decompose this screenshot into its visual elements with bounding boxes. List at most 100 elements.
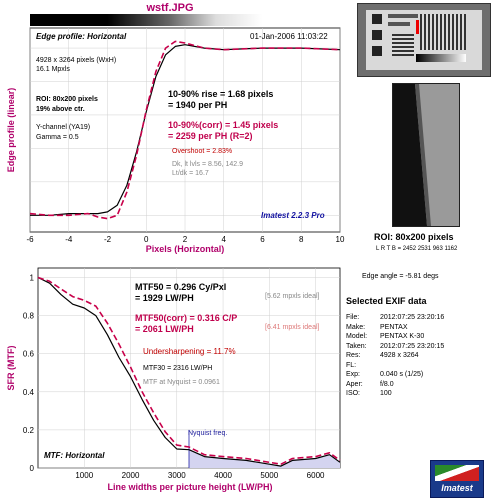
exif-value: 0.040 s (1/25) bbox=[380, 371, 424, 378]
test-chart-thumbnail bbox=[357, 3, 491, 77]
mtf-ytick-label: 0.6 bbox=[23, 350, 35, 359]
mtf-ytick-label: 0 bbox=[30, 464, 35, 473]
levels-line: Lt/dk = 16.7 bbox=[172, 170, 209, 177]
edge-xtick-label: 6 bbox=[260, 235, 265, 244]
roi-line: ROI: 80x200 pixels bbox=[36, 96, 98, 103]
roi-coords: L R T B = 2452 2531 963 1162 bbox=[376, 246, 458, 252]
mtf50-line: MTF50 = 0.296 Cy/Pxl bbox=[135, 282, 227, 292]
logo-emblem bbox=[435, 465, 479, 481]
mtf-xtick-label: 4000 bbox=[214, 471, 232, 480]
image-filename-title: wstf.JPG bbox=[146, 2, 194, 14]
mtf50corr-line: = 2061 LW/PH bbox=[135, 324, 194, 334]
exif-row: Make: PENTAX bbox=[346, 323, 496, 333]
exif-key: File: bbox=[346, 314, 360, 321]
exif-value: f/8.0 bbox=[380, 380, 394, 388]
exif-value: 100 bbox=[380, 390, 392, 397]
mtf50corr-ideal: [6.41 mpxls ideal] bbox=[265, 324, 320, 331]
levels-line: Dk, lt lvls = 8.56, 142.9 bbox=[172, 161, 244, 168]
mtf-plot-series bbox=[37, 276, 341, 467]
edge-ylabel: Edge profile (linear) bbox=[6, 88, 16, 173]
mtf50-block: MTF50 = 0.296 Cy/Pxl = 1929 LW/PH bbox=[135, 282, 226, 304]
edge-series-line-1 bbox=[29, 40, 341, 220]
roi-caption: ROI: 80x200 pixels bbox=[374, 232, 454, 242]
exif-key: Exp: bbox=[346, 371, 361, 378]
nyquist-mtf-text: MTF at Nyquist = 0.0961 bbox=[143, 379, 220, 386]
exif-value: PENTAX bbox=[380, 323, 408, 331]
exif-row: File: 2012:07:25 23:20:16 bbox=[346, 313, 496, 323]
mtf-xtick-label: 2000 bbox=[122, 471, 140, 480]
exif-row: Exp: 0.040 s (1/25) bbox=[346, 370, 496, 380]
mtf-xlabel: Line widths per picture height (LW/PH) bbox=[107, 482, 272, 492]
exif-title: Selected EXIF data bbox=[346, 296, 427, 306]
mtf-series-line-0 bbox=[37, 276, 341, 467]
mtf-xtick-label: 5000 bbox=[260, 471, 278, 480]
mtf-ytick-label: 1 bbox=[30, 274, 35, 283]
mtf-ytick-label: 0.2 bbox=[23, 426, 35, 435]
mtf-nyquist-fill bbox=[188, 429, 340, 468]
exif-row: Res: 4928 x 3264 bbox=[346, 351, 496, 361]
exif-key: Taken: bbox=[346, 342, 367, 350]
mtf-nyquist-region bbox=[189, 449, 340, 468]
edge-xtick-label: 2 bbox=[183, 235, 188, 244]
edge-plot-grid bbox=[29, 28, 341, 232]
exif-value: 2012:07:25 23:20:15 bbox=[380, 342, 445, 350]
mtf30-text: MTF30 = 2316 LW/PH bbox=[143, 365, 213, 372]
edge-plot-header: Edge profile: Horizontal bbox=[36, 32, 127, 41]
info-line: 4928 x 3264 pixels (WxH) bbox=[36, 57, 117, 64]
channel-line: Gamma = 0.5 bbox=[36, 134, 79, 141]
exif-row: Model: PENTAX K-30 bbox=[346, 332, 496, 342]
exif-key: Model: bbox=[346, 333, 368, 340]
edge-plot-series bbox=[29, 40, 341, 220]
imatest-logo: Imatest bbox=[430, 460, 484, 498]
mtf-xtick-label: 1000 bbox=[75, 471, 93, 480]
edge-xtick-label: 4 bbox=[222, 235, 227, 244]
edge-xtick-label: -2 bbox=[104, 235, 112, 244]
rise-line: = 1940 per PH bbox=[168, 100, 228, 110]
mtf-ylabel: SFR (MTF) bbox=[6, 346, 16, 391]
edge-info-block: 4928 x 3264 pixels (WxH) 16.1 Mpxls bbox=[36, 56, 116, 74]
edge-plot-ticks: -6 -4 -2 0 2 4 6 8 10 bbox=[26, 235, 345, 244]
exif-row: FL: bbox=[346, 361, 496, 371]
mtf-footer-title: MTF: Horizontal bbox=[44, 451, 105, 460]
mtf50-line: = 1929 LW/PH bbox=[135, 293, 194, 303]
edge-plot-date: 01-Jan-2006 11:03:22 bbox=[250, 32, 328, 41]
mtf-series-line-1 bbox=[37, 276, 341, 466]
rise-block: 10-90% rise = 1.68 pixels = 1940 per PH bbox=[168, 89, 273, 111]
rise-corr-block: 10-90%(corr) = 1.45 pixels = 2259 per PH… bbox=[168, 120, 278, 142]
exif-key: Aper: bbox=[346, 380, 363, 388]
exif-row: Aper: f/8.0 bbox=[346, 380, 496, 390]
edge-angle-text: Edge angle = -5.81 degs bbox=[362, 273, 439, 280]
exif-row: ISO: 100 bbox=[346, 389, 496, 399]
levels-block: Dk, lt lvls = 8.56, 142.9 Lt/dk = 16.7 bbox=[172, 160, 243, 178]
exif-value: PENTAX K-30 bbox=[380, 333, 425, 340]
mtf-xtick-label: 3000 bbox=[168, 471, 186, 480]
edge-xtick-label: 8 bbox=[299, 235, 304, 244]
undersharpening-text: Undersharpening = 11.7% bbox=[143, 347, 236, 356]
edge-xtick-label: 0 bbox=[144, 235, 149, 244]
edge-xtick-label: -4 bbox=[65, 235, 73, 244]
exif-key: FL: bbox=[346, 361, 357, 369]
nyquist-label: Nyquist freq. bbox=[188, 430, 228, 437]
edge-xtick-label: -6 bbox=[26, 235, 34, 244]
roi-block: ROI: 80x200 pixels 19% above ctr. bbox=[36, 95, 98, 115]
exif-key: Make: bbox=[346, 323, 366, 331]
exif-value: 4928 x 3264 bbox=[380, 352, 419, 359]
exif-value: 2012:07:25 23:20:16 bbox=[380, 314, 445, 321]
mtf50-ideal: [5.62 mpxls ideal] bbox=[265, 293, 320, 300]
info-line: 16.1 Mpxls bbox=[36, 66, 70, 73]
exif-list: File: 2012:07:25 23:20:16 Make: PENTAX Model… bbox=[346, 313, 496, 399]
rise-corr-line: 10-90%(corr) = 1.45 pixels bbox=[168, 120, 279, 130]
rise-corr-line: = 2259 per PH (R=2) bbox=[168, 131, 253, 141]
channel-block: Y-channel (YA19) Gamma = 0.5 bbox=[36, 123, 90, 143]
edge-gradient-strip bbox=[30, 14, 340, 26]
mtf-ytick-label: 0.8 bbox=[23, 312, 35, 321]
edge-xtick-label: 10 bbox=[336, 235, 345, 244]
mtf-plot-ticks: 1000 2000 3000 4000 5000 6000 0 0.2 0.4 0.6 0.8 1 bbox=[23, 274, 325, 480]
exif-key: Res: bbox=[346, 352, 361, 359]
logo-text: Imatest bbox=[441, 483, 473, 493]
exif-key: ISO: bbox=[346, 390, 361, 397]
mtf50corr-line: MTF50(corr) = 0.316 C/P bbox=[135, 313, 238, 323]
channel-line: Y-channel (YA19) bbox=[36, 124, 91, 131]
exif-row: Taken: 2012:07:25 23:20:15 bbox=[346, 342, 496, 352]
